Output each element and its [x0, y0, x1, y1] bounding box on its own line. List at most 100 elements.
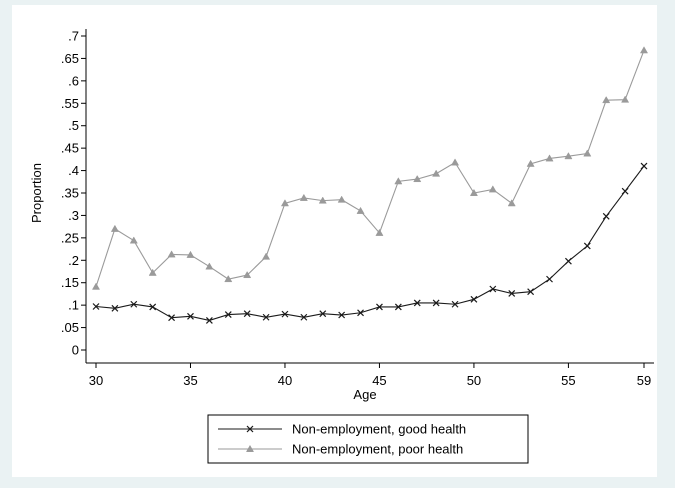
data-point [413, 299, 421, 307]
data-point [337, 195, 346, 203]
data-point [470, 295, 478, 303]
data-point-stroke [224, 311, 232, 318]
data-point [224, 275, 233, 283]
data-point-stroke [168, 314, 176, 322]
data-point [318, 196, 327, 204]
data-point-stroke [205, 316, 213, 324]
data-point-stroke [262, 313, 270, 321]
y-tick-label: .35 [61, 186, 79, 201]
data-point-stroke [394, 303, 402, 311]
data-point [602, 96, 611, 104]
data-point [243, 270, 252, 279]
data-point [281, 310, 289, 318]
data-point-stroke [564, 257, 572, 265]
data-point [489, 285, 497, 293]
series-poor-health [91, 46, 649, 290]
data-point [564, 257, 572, 265]
y-tick-label: .3 [68, 208, 79, 223]
x-tick-label: 45 [372, 373, 386, 388]
data-point [299, 193, 308, 201]
legend-swatch-marker [245, 444, 255, 452]
y-tick-label: .55 [61, 96, 79, 111]
x-axis-title: Age [353, 387, 376, 402]
data-point [527, 288, 535, 296]
data-point [356, 206, 365, 214]
data-point [508, 290, 516, 297]
data-point-stroke [508, 290, 516, 297]
y-tick-label: .6 [68, 73, 79, 88]
y-tick-label: .2 [68, 253, 79, 268]
y-tick-label: .25 [61, 230, 79, 245]
data-point [394, 303, 402, 311]
y-tick-label: .7 [68, 29, 79, 44]
data-point-stroke [300, 313, 308, 321]
data-point [357, 309, 364, 317]
series-line [95, 50, 645, 287]
data-point [376, 303, 383, 311]
data-point [394, 177, 403, 185]
data-point [469, 188, 478, 196]
data-point-stroke [149, 303, 157, 311]
y-tick-label: .15 [61, 275, 79, 290]
data-point [507, 199, 516, 207]
x-tick-label: 30 [89, 373, 103, 388]
data-point [92, 303, 100, 310]
y-tick-label: .4 [68, 163, 79, 178]
legend-label: Non-employment, good health [292, 422, 466, 437]
legend-box [207, 414, 529, 464]
data-point [640, 162, 648, 170]
x-tick-label: 50 [467, 373, 481, 388]
data-point [110, 224, 119, 232]
data-point [130, 300, 138, 308]
data-point [583, 149, 592, 157]
data-point [639, 46, 649, 54]
data-point-stroke [602, 212, 610, 220]
series-good-health [92, 162, 648, 324]
data-point [546, 275, 553, 283]
data-point [187, 312, 194, 320]
y-tick-label: .05 [61, 320, 79, 335]
legend-swatch-marker [246, 425, 254, 433]
y-tick-label: .45 [61, 141, 79, 156]
data-point [111, 304, 119, 312]
data-point [375, 228, 384, 236]
data-point [583, 242, 591, 250]
data-point-stroke [489, 285, 497, 293]
y-tick-label: 0 [72, 343, 79, 358]
data-point [432, 169, 441, 177]
data-point-stroke [621, 187, 629, 195]
axes: 0 .05 .1 .15 .2 .25 .3 .35 .4 .45 .5 .55 .6 .65 .7 30 35… [29, 29, 654, 402]
legend-swatch-marker-stroke [246, 425, 254, 433]
data-point-stroke [527, 288, 535, 296]
data-point-stroke [357, 309, 364, 317]
data-point-stroke [546, 275, 553, 283]
data-point [243, 310, 251, 318]
data-point-stroke [187, 312, 194, 320]
data-point [262, 252, 271, 260]
data-point [564, 152, 573, 160]
x-tick-label: 59 [637, 373, 651, 388]
data-point [526, 159, 535, 167]
data-point [451, 300, 459, 308]
data-point-stroke [130, 300, 138, 308]
data-point-stroke [338, 311, 346, 319]
x-tick-label: 40 [278, 373, 292, 388]
data-point [621, 187, 629, 195]
data-point [413, 174, 422, 183]
y-tick-label: .5 [68, 118, 79, 133]
data-point [262, 313, 270, 321]
data-point-stroke [640, 162, 648, 170]
data-point-stroke [319, 310, 327, 318]
data-point [91, 282, 101, 290]
data-point [149, 303, 157, 311]
data-point-stroke [413, 299, 421, 307]
legend: Non-employment, good health Non-employmen… [207, 414, 529, 464]
data-point-stroke [92, 303, 100, 310]
data-point [205, 316, 213, 324]
data-point [319, 310, 327, 318]
data-point [545, 154, 554, 162]
data-point-stroke [432, 299, 440, 307]
data-point [488, 185, 497, 193]
